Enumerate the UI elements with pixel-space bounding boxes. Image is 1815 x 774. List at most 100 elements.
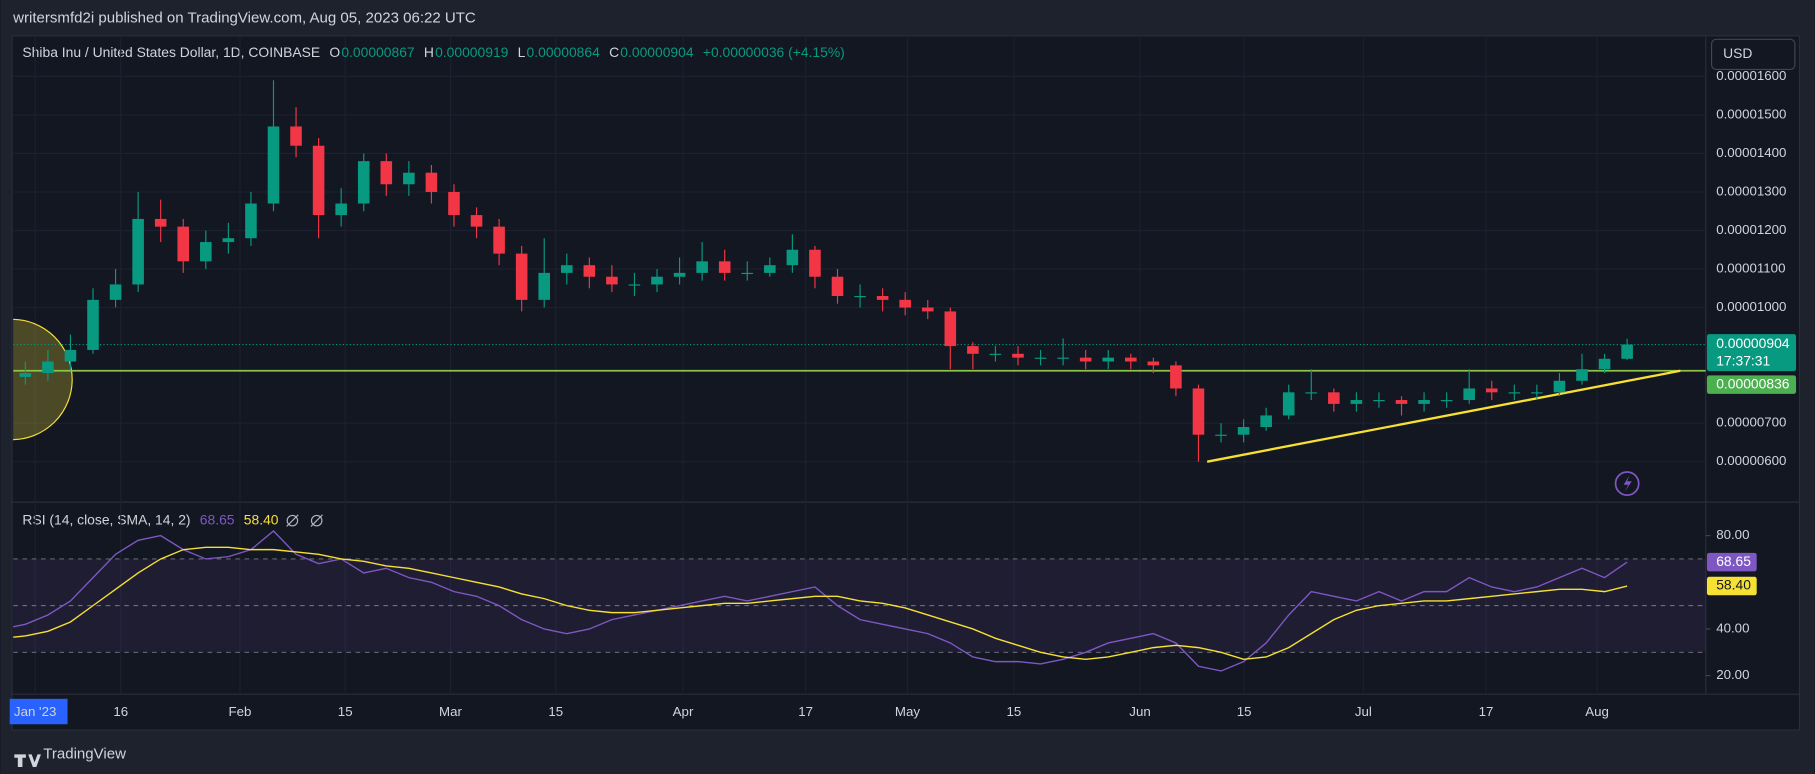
x-tick-label: 17 [798,704,813,719]
x-label-highlight [9,698,68,725]
candle-body [132,218,144,285]
candle-body [809,249,821,277]
candle-body [200,242,212,262]
candle-body [831,276,844,296]
candle-body [448,191,460,216]
candle-body [1440,400,1453,402]
x-tick-label: Jul [1355,704,1372,719]
candle-body [764,265,776,273]
candle-body [1057,357,1069,359]
ohlc-value: 0.00000904 [620,44,694,60]
candle-body [583,265,596,277]
candle-body [1598,358,1611,370]
y-tick-label: 0.00000600 [1716,453,1786,468]
candle-body [1328,392,1340,404]
highlight-circle [13,318,73,441]
candle-body [1147,361,1160,366]
candle-body [1373,400,1385,402]
candle-body [42,361,54,374]
rsi-badge [1706,576,1757,596]
candle-body [921,307,934,312]
rsi-badge [1706,552,1757,572]
candle-body [1079,357,1092,362]
candle-body [245,203,257,239]
x-tick-label: May [895,704,920,719]
ohlc-value: 0.00000919 [435,44,509,60]
price-badge-label: 0.00000904 [1716,335,1790,351]
candle-body [1012,353,1024,358]
candle-body [606,276,618,285]
currency-button[interactable] [1711,38,1796,70]
rsi-legend-value: 68.65 [200,511,235,527]
candle-body [944,311,957,347]
candle-body [290,126,302,146]
candle-body [1260,415,1272,428]
rsi-tick-label: 80.00 [1716,527,1749,542]
change-value: +0.00000036 (+4.15%) [703,44,845,60]
candle-body [967,346,979,354]
rsi-badge-label: 68.65 [1716,553,1751,569]
ohlc-key: C [609,44,619,60]
x-tick-label: Apr [673,704,694,719]
candle-body [177,226,190,262]
tradingview-logo [14,754,41,768]
level-badge-label: 0.00000836 [1716,375,1790,391]
candle-body [515,253,528,300]
x-tick-label: Mar [439,704,462,719]
ohlc-key: H [424,44,434,60]
candle-body [1463,388,1475,401]
y-tick-label: 0.00000700 [1716,415,1786,430]
candle-body [335,203,347,216]
candle-body [1621,344,1633,359]
y-tick-label: 0.00001500 [1716,106,1786,121]
candle-body [470,215,483,227]
x-tick-label: 16 [113,704,128,719]
x-tick-label: Aug [1585,704,1609,719]
candle-body [673,272,686,277]
candle-body [380,161,393,185]
candle-body [718,261,731,273]
candle-body [989,353,1002,355]
candle-body [876,295,889,300]
candle-body [538,272,551,300]
price-badge [1706,334,1797,372]
candle-body [899,299,911,308]
footer-brand: TradingView [43,745,126,762]
candle-body [222,238,235,243]
rsi-badge-label: 58.40 [1716,577,1751,593]
plot-area [13,37,1706,695]
visibility-icon-slash [310,514,323,527]
candle-body [1418,400,1430,404]
candle-body [651,276,663,285]
y-tick-label: 0.00001300 [1716,183,1786,198]
y-tick-label: 0.00001400 [1716,145,1786,160]
symbol-title[interactable]: Shiba Inu / United States Dollar, 1D, CO… [22,44,320,60]
x-tick-label: 15 [1007,704,1022,719]
candle-body [1553,380,1566,393]
candle-body [1192,388,1205,435]
chart-frame [11,35,1801,731]
y-tick-label: 0.00001100 [1716,261,1785,276]
rsi-title[interactable]: RSI (14, close, SMA, 14, 2) [22,511,190,527]
countdown-label: 17:37:31 [1716,353,1770,369]
candle-body [1395,400,1408,404]
y-tick-label: 0.00001200 [1716,222,1786,237]
candle-body [1170,365,1182,389]
candle-body [1531,392,1543,394]
candle-body [109,284,122,300]
y-tick-label: 0.00001600 [1716,68,1786,83]
level-badge [1706,375,1797,394]
rsi-line [13,546,1628,660]
candle-body [1305,392,1318,394]
candle-body [64,349,77,362]
candle-body [267,126,280,204]
currency-label[interactable]: USD [1723,45,1752,61]
candle-body [1102,357,1115,362]
visibility-icon[interactable] [286,514,299,527]
alert-icon[interactable] [1614,471,1640,497]
candle-body [1508,392,1521,394]
visibility-icon[interactable] [310,514,323,527]
candle-body [19,373,32,377]
